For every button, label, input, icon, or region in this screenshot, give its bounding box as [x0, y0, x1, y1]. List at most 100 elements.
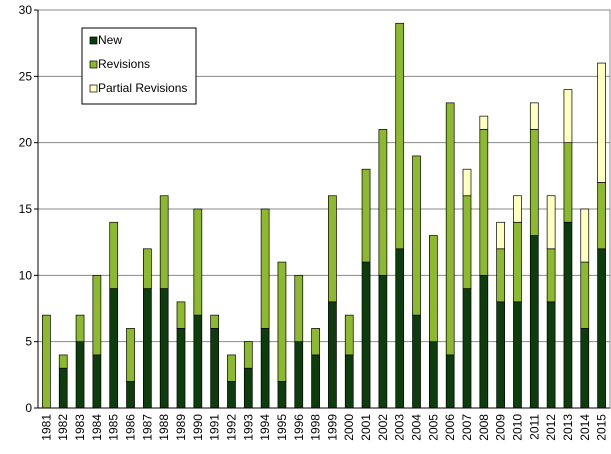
x-tick-label: 2007 [460, 414, 474, 441]
x-tick-label: 1987 [140, 414, 154, 441]
bar-segment [294, 274, 304, 343]
bar-segment [563, 221, 573, 409]
legend-swatch [89, 60, 98, 69]
bar-segment [143, 248, 152, 289]
bar-segment [243, 341, 253, 369]
bar-segment [580, 208, 590, 263]
bar-segment [92, 274, 102, 356]
bar-segment [412, 155, 421, 316]
bar-segment [193, 314, 203, 409]
bar-segment [210, 314, 219, 329]
y-tick-label: 5 [25, 335, 32, 349]
x-tick-label: 1995 [275, 414, 289, 441]
bar-segment [243, 367, 253, 409]
legend-label: Revisions [98, 57, 150, 71]
x-tick-label: 2009 [494, 414, 508, 441]
bar-segment [496, 221, 505, 250]
bar-segment [529, 235, 539, 409]
bar-segment [126, 328, 135, 382]
bar-segment [445, 354, 455, 409]
bar-segment [479, 115, 489, 130]
x-tick-label: 2001 [359, 414, 373, 441]
bar-segment [311, 328, 320, 356]
bar-segment [294, 341, 304, 409]
bar-segment [361, 168, 371, 263]
bar-segment [75, 314, 85, 343]
x-tick-label: 2012 [544, 414, 558, 441]
bar-segment [462, 195, 472, 289]
bar-segment [193, 208, 203, 316]
x-tick-label: 2013 [561, 414, 575, 441]
legend-label: New [98, 33, 122, 47]
bar-segment [412, 314, 421, 409]
bar-segment [462, 168, 472, 197]
bar-segment [277, 261, 287, 382]
bar-segment [277, 381, 287, 409]
bar-segment [75, 341, 85, 409]
x-tick-label: 2002 [376, 414, 390, 441]
x-tick-label: 2004 [410, 414, 424, 441]
bar-segment [479, 129, 489, 276]
x-tick-label: 1994 [258, 414, 272, 441]
x-tick-label: 2014 [578, 414, 592, 441]
bar-segment [546, 195, 556, 250]
bar-segment [227, 381, 236, 409]
bar-segment [496, 301, 505, 409]
bar-segment [176, 301, 186, 329]
x-tick-label: 1981 [39, 414, 53, 441]
bar-segment [92, 354, 102, 409]
x-tick-label: 2008 [477, 414, 491, 441]
x-tick-label: 1993 [241, 414, 255, 441]
bar-segment [513, 221, 522, 303]
bar-segment [563, 89, 573, 144]
x-tick-label: 1983 [73, 414, 87, 441]
x-tick-label: 2006 [443, 414, 457, 441]
bar-segment [378, 129, 388, 276]
x-tick-label: 1984 [90, 414, 104, 441]
bar-segment [597, 62, 606, 183]
bar-segment [126, 381, 135, 409]
bar-segment [479, 274, 489, 409]
bar-segment [143, 288, 152, 409]
bar-segment [513, 301, 522, 409]
x-tick-label: 1988 [157, 414, 171, 441]
legend-label: Partial Revisions [98, 81, 187, 95]
bar-segment [496, 248, 505, 303]
bar-segment [445, 102, 455, 356]
bar-segment [210, 328, 219, 409]
bar-segment [159, 195, 169, 289]
x-tick-label: 1999 [325, 414, 339, 441]
x-tick-label: 1986 [124, 414, 138, 441]
bar-segment [529, 102, 539, 130]
y-tick-label: 25 [19, 69, 33, 83]
bar-segment [580, 328, 590, 409]
bar-segment [58, 367, 68, 409]
x-tick-label: 2010 [510, 414, 524, 441]
bar-segment [328, 195, 337, 303]
bar-segment [395, 248, 405, 409]
y-tick-label: 10 [19, 268, 33, 282]
y-tick-label: 0 [25, 401, 32, 415]
x-tick-label: 2003 [393, 414, 407, 441]
x-tick-label: 1982 [56, 414, 70, 441]
bar-segment [42, 314, 51, 409]
x-tick-label: 1985 [107, 414, 121, 441]
bar-segment [109, 221, 119, 289]
bar-segment [597, 182, 606, 250]
y-tick-label: 30 [19, 3, 33, 17]
bar-segment [395, 22, 405, 250]
bar-segment [159, 288, 169, 409]
legend-swatch [89, 36, 98, 45]
bar-segment [580, 261, 590, 329]
bar-segment [227, 354, 236, 382]
bar-segment [513, 195, 522, 223]
x-tick-label: 1992 [224, 414, 238, 441]
bar-segment [546, 248, 556, 303]
bar-segment [176, 328, 186, 409]
bar-segment [344, 314, 354, 356]
bar-segment [328, 301, 337, 409]
bar-segment [260, 208, 270, 329]
x-tick-label: 1998 [309, 414, 323, 441]
x-tick-label: 1990 [191, 414, 205, 441]
